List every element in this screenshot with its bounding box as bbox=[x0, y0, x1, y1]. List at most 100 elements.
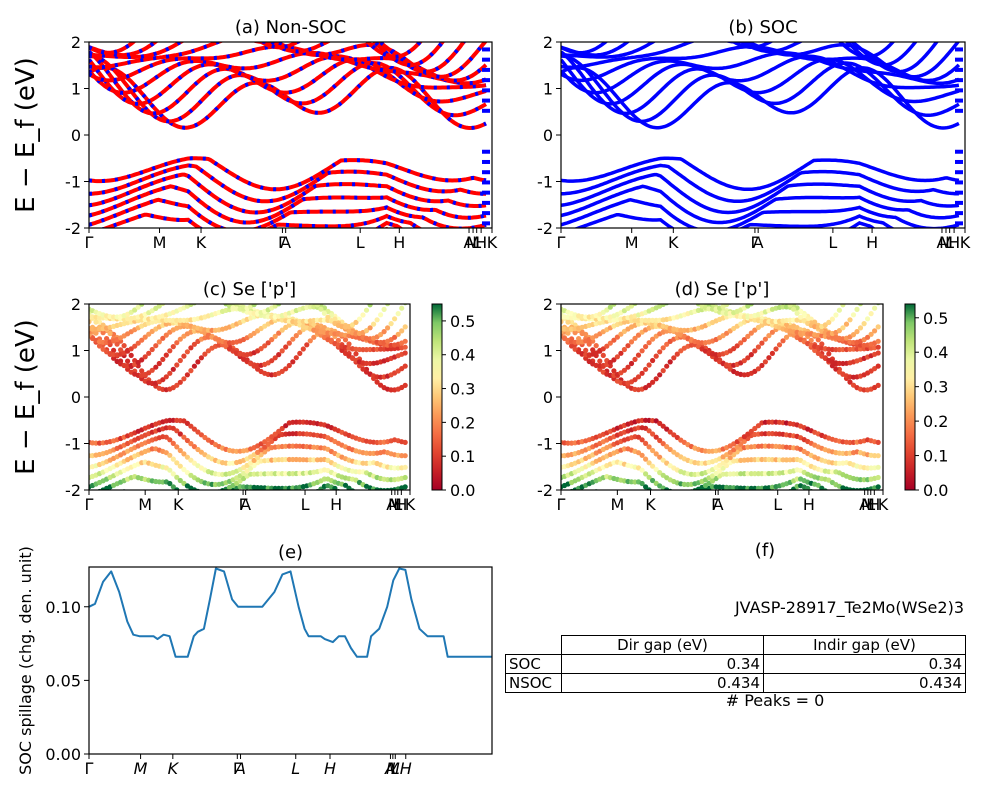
proj-point bbox=[367, 325, 373, 331]
proj-point bbox=[149, 367, 155, 373]
proj-point bbox=[755, 423, 762, 429]
proj-point bbox=[773, 346, 779, 352]
proj-point bbox=[300, 346, 306, 352]
proj-point bbox=[657, 437, 663, 444]
proj-point bbox=[356, 363, 363, 369]
colorbar-tick-label-d-5: 0.5 bbox=[923, 309, 948, 328]
proj-point bbox=[783, 334, 790, 340]
proj-point bbox=[836, 328, 843, 334]
proj-point bbox=[177, 431, 183, 437]
proj-point bbox=[181, 353, 187, 359]
proj-point bbox=[843, 321, 850, 327]
proj-point bbox=[650, 477, 656, 484]
proj-point bbox=[671, 355, 677, 361]
proj-point bbox=[371, 321, 377, 327]
proj-point bbox=[360, 366, 366, 372]
proj-point bbox=[650, 357, 656, 364]
proj-point bbox=[660, 457, 666, 463]
col-dir-gap: Dir gap (eV) bbox=[561, 635, 764, 655]
dos-mark bbox=[482, 200, 490, 205]
proj-point bbox=[177, 336, 183, 342]
proj-point bbox=[188, 368, 194, 374]
proj-point bbox=[248, 465, 254, 471]
proj-point bbox=[840, 304, 846, 308]
proj-point bbox=[191, 487, 197, 490]
plot-frame-d bbox=[560, 303, 884, 491]
soc-dir-gap: 0.34 bbox=[561, 654, 764, 674]
proj-point bbox=[618, 331, 624, 337]
proj-point bbox=[819, 341, 825, 347]
proj-point bbox=[381, 329, 387, 335]
proj-point bbox=[854, 306, 860, 312]
band-line bbox=[89, 163, 486, 204]
y-tick-label-a-2: 0 bbox=[71, 126, 81, 145]
proj-point bbox=[635, 434, 642, 440]
proj-point bbox=[875, 350, 881, 356]
proj-point bbox=[604, 343, 610, 349]
proj-point bbox=[381, 306, 387, 312]
y-axis-label-a: E − E_f (eV) bbox=[11, 57, 41, 213]
x-tick-label-a-10: H bbox=[475, 233, 487, 252]
proj-point bbox=[321, 310, 327, 316]
proj-point bbox=[314, 304, 320, 308]
proj-point bbox=[847, 379, 853, 385]
proj-point bbox=[628, 360, 635, 367]
proj-point bbox=[139, 357, 145, 363]
proj-point bbox=[607, 304, 613, 310]
proj-point bbox=[174, 444, 180, 450]
band-line bbox=[561, 51, 960, 95]
x-tick-label-d-7: A bbox=[859, 495, 870, 514]
x-tick-label-a-5: L bbox=[356, 233, 365, 252]
proj-point bbox=[565, 440, 571, 446]
proj-point bbox=[395, 331, 401, 337]
proj-point bbox=[752, 425, 758, 432]
proj-point bbox=[160, 304, 166, 306]
proj-point bbox=[191, 426, 197, 432]
proj-point bbox=[262, 444, 268, 450]
proj-point bbox=[741, 337, 747, 343]
y-tick-label-b-4: 2 bbox=[543, 33, 553, 52]
proj-point bbox=[388, 321, 394, 327]
proj-point bbox=[198, 432, 204, 438]
proj-point bbox=[632, 377, 638, 383]
gap-table: Dir gap (eV) Indir gap (eV) SOC 0.34 0.3… bbox=[505, 635, 966, 693]
proj-point bbox=[374, 379, 380, 385]
proj-point bbox=[583, 347, 589, 353]
proj-point bbox=[167, 452, 173, 458]
proj-point bbox=[290, 359, 296, 365]
dos-mark bbox=[482, 67, 490, 72]
proj-point bbox=[801, 318, 807, 324]
proj-point bbox=[177, 463, 183, 469]
proj-point bbox=[184, 437, 190, 444]
x-tick-label-e-0: Γ bbox=[85, 759, 94, 778]
proj-point bbox=[167, 467, 173, 473]
proj-point bbox=[857, 325, 864, 331]
proj-point bbox=[96, 343, 103, 349]
proj-point bbox=[276, 330, 282, 336]
proj-point bbox=[854, 329, 860, 335]
x-tick-label-d-1: M bbox=[610, 495, 624, 514]
colorbar-d bbox=[904, 303, 916, 491]
x-tick-label-c-6: H bbox=[330, 495, 342, 514]
proj-point bbox=[755, 344, 762, 350]
proj-point bbox=[748, 428, 754, 434]
proj-point bbox=[808, 337, 814, 343]
proj-point bbox=[650, 379, 656, 385]
soc-indir-gap: 0.34 bbox=[763, 654, 966, 674]
proj-point bbox=[643, 440, 649, 446]
proj-point bbox=[650, 447, 656, 454]
proj-point bbox=[279, 327, 285, 333]
x-tick-label-b-2: K bbox=[668, 233, 679, 252]
proj-point bbox=[614, 354, 621, 360]
proj-point bbox=[639, 452, 645, 458]
proj-point bbox=[332, 485, 338, 490]
proj-point bbox=[650, 463, 656, 469]
colorbar-tick-label-c-2: 0.2 bbox=[450, 413, 475, 432]
proj-point bbox=[875, 439, 881, 445]
colorbar-tick-label-c-0: 0.0 bbox=[450, 481, 475, 500]
proj-point bbox=[604, 307, 610, 313]
proj-point bbox=[660, 368, 666, 374]
proj-point bbox=[762, 359, 769, 365]
